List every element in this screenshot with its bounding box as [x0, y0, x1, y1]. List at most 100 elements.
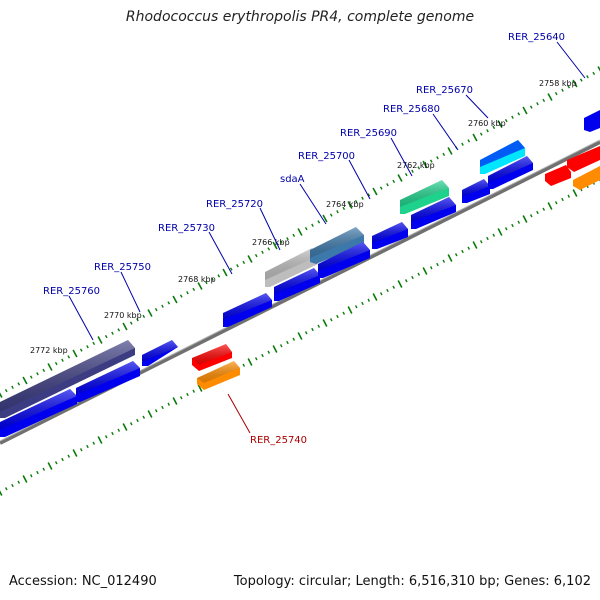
gene-rer25760[interactable] [0, 340, 135, 418]
label-rer25700: RER_25700 [298, 151, 355, 162]
gene-rer25750[interactable] [142, 340, 178, 366]
tick-mark [517, 112, 521, 116]
label-rer25760: RER_25760 [43, 286, 100, 297]
tick-mark [111, 331, 114, 335]
tick-mark [472, 241, 478, 249]
gene-rer25740[interactable] [197, 361, 240, 390]
label-sdaA: sdaA [280, 174, 305, 185]
tick-mark [29, 474, 33, 478]
tick-mark [286, 237, 289, 241]
tick-mark [254, 253, 258, 258]
label-rer25670: RER_25670 [416, 85, 473, 96]
tick-mark [292, 233, 296, 238]
tick-mark [11, 385, 14, 389]
tick-mark [511, 223, 514, 228]
tick-mark [317, 324, 321, 328]
tick-mark [17, 382, 21, 386]
gene-row2-8[interactable] [462, 179, 490, 203]
tick-mark [347, 201, 353, 209]
kbp-label-2762: 2762 kbp [397, 161, 435, 170]
tick-mark [311, 223, 314, 227]
tick-mark [411, 169, 414, 173]
tick-mark [511, 115, 514, 119]
gene-rer25720[interactable] [265, 248, 318, 287]
tick-mark [422, 160, 428, 169]
tick-mark [147, 309, 153, 317]
tick-mark [379, 186, 383, 190]
tick-mark [304, 226, 308, 231]
label-rer25750: RER_25750 [94, 262, 151, 273]
tick-mark [72, 349, 78, 358]
tick-mark [36, 470, 39, 475]
tick-mark [579, 78, 583, 82]
tick-mark [186, 291, 189, 295]
kbp-label-2772: 2772 kbp [30, 346, 68, 355]
tick-mark [67, 454, 71, 458]
gene-row2-2[interactable] [76, 361, 140, 402]
gene-row2-5[interactable] [318, 242, 370, 278]
tick-mark [17, 480, 21, 484]
tick-mark [192, 287, 196, 292]
gene-row2-3[interactable] [223, 293, 272, 327]
tick-mark [454, 253, 458, 257]
gene-rer25690[interactable] [400, 180, 449, 214]
label-rer25730: RER_25730 [158, 223, 215, 234]
tick-mark [179, 294, 183, 298]
gene-row2-6[interactable] [372, 222, 408, 249]
gene-row2-1[interactable] [0, 389, 77, 437]
tick-mark [136, 318, 139, 322]
tick-mark [442, 259, 446, 263]
tick-mark [372, 293, 378, 301]
tick-mark [329, 318, 333, 322]
tick-mark [504, 118, 508, 123]
tick-mark [179, 396, 183, 400]
gene-rer25670[interactable] [480, 140, 525, 174]
forward-strand-genes [0, 110, 600, 418]
tick-mark [36, 372, 39, 376]
tick-mark [447, 147, 453, 155]
tick-mark [154, 409, 158, 413]
tick-mark [61, 457, 64, 462]
gene-rer25740-red[interactable] [192, 344, 232, 371]
tick-mark [429, 159, 433, 163]
kbp-label-2758: 2758 kbp [539, 79, 577, 88]
tick-mark [86, 345, 89, 349]
gene-rer25640[interactable] [584, 110, 600, 132]
tick-mark [136, 418, 139, 423]
gene-reverse-red-3[interactable] [567, 146, 600, 172]
tick-mark [342, 206, 346, 211]
inner-tick-track [0, 176, 600, 496]
tick-mark [536, 210, 539, 215]
gene-row2-4[interactable] [274, 268, 320, 301]
gene-row2-7[interactable] [411, 197, 456, 229]
tick-mark [392, 179, 396, 184]
gene-reverse-orange-2[interactable] [573, 166, 600, 190]
tick-mark [422, 267, 428, 275]
tick-mark [47, 363, 53, 371]
gene-sdaA[interactable] [310, 227, 364, 264]
tick-mark [542, 207, 546, 211]
tick-mark [247, 255, 253, 263]
tick-mark [254, 357, 258, 361]
kbp-labels: 2758 kbp 2760 kbp 2762 kbp 2764 kbp 2766… [30, 79, 577, 355]
tick-mark [272, 241, 278, 250]
tick-mark [261, 250, 264, 254]
gene-row2-9[interactable] [488, 156, 533, 189]
tick-mark [347, 306, 353, 314]
gene-reverse-red-2[interactable] [545, 165, 571, 186]
tick-mark [592, 71, 596, 76]
tick-mark [504, 227, 508, 231]
tick-mark [154, 307, 158, 312]
label-rer25680: RER_25680 [383, 104, 440, 115]
tick-mark [417, 272, 421, 276]
reverse-strand-genes [192, 146, 600, 390]
label-rer25690: RER_25690 [340, 128, 397, 139]
tick-mark [104, 334, 108, 339]
tick-mark [279, 344, 283, 348]
tick-mark [54, 361, 58, 366]
tick-mark [167, 301, 171, 305]
tick-mark [22, 475, 28, 483]
accession-text: Accession: NC_012490 [9, 574, 157, 589]
tick-mark [129, 321, 133, 325]
tick-mark [361, 301, 364, 306]
